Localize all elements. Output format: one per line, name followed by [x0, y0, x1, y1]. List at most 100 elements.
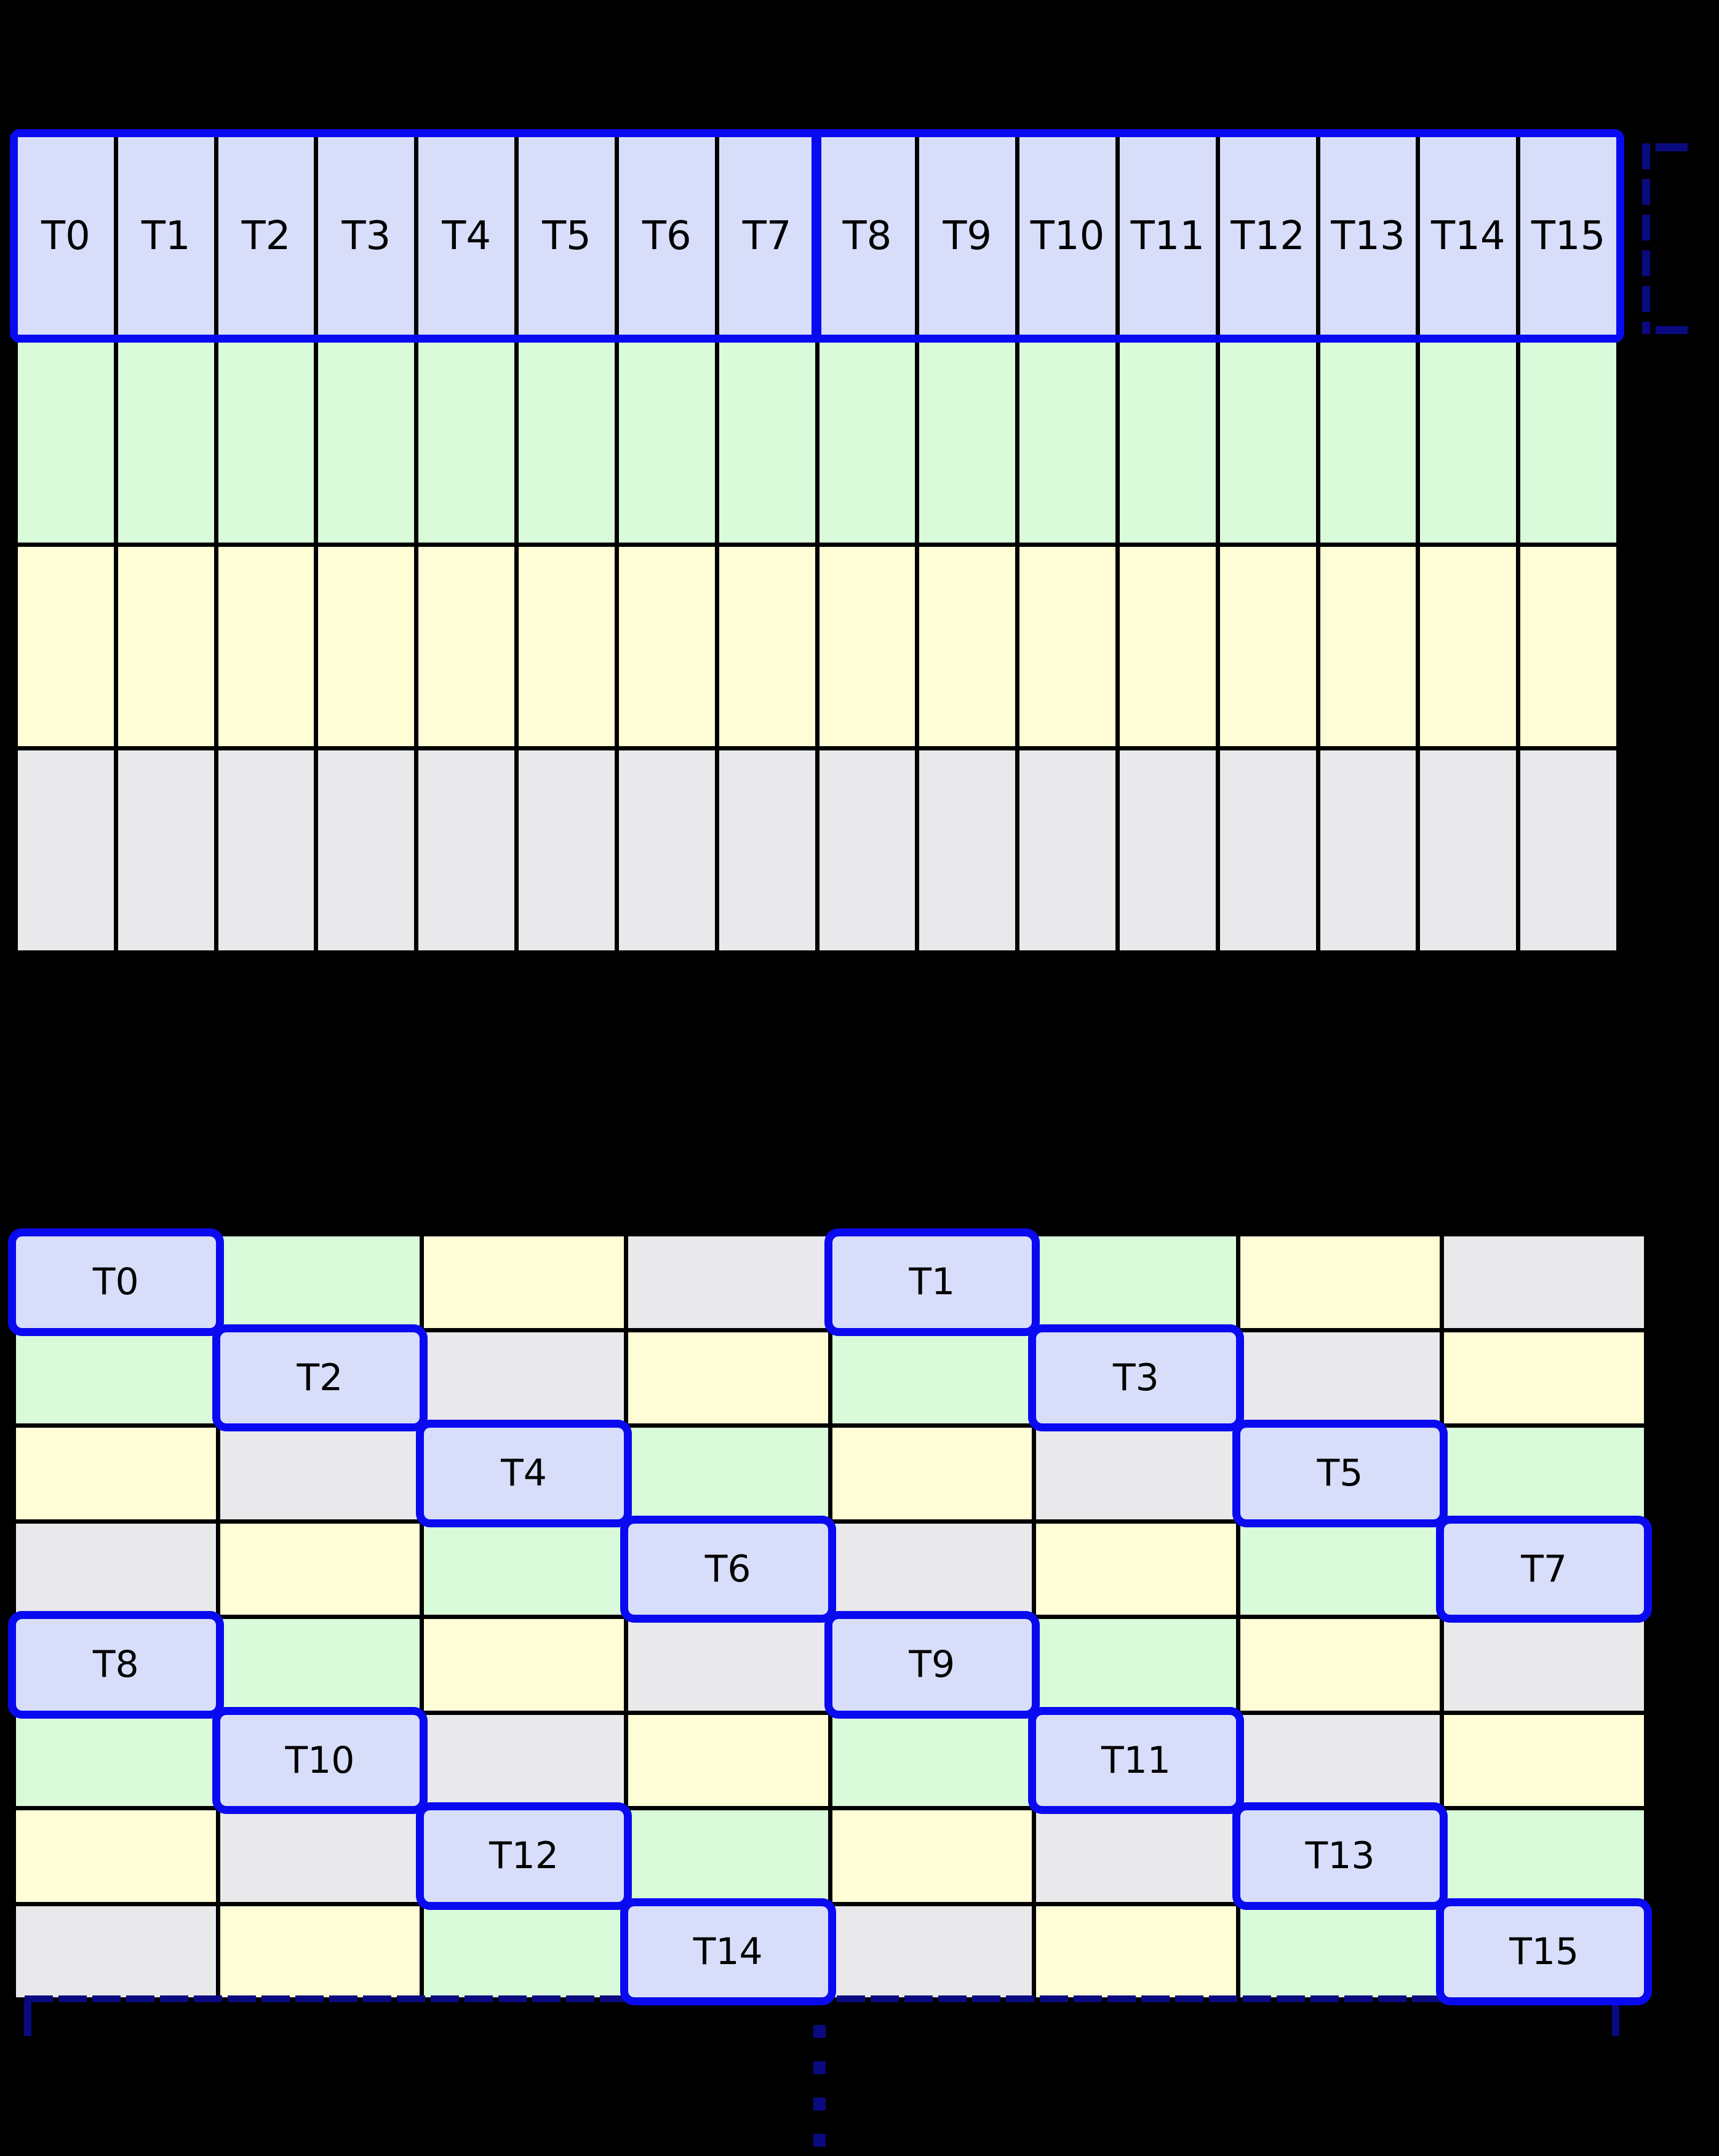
memory-cell: [1036, 1236, 1236, 1328]
memory-cell: [1240, 1523, 1440, 1615]
thread-header-cell: T10: [1019, 137, 1115, 335]
thread-access-cell: T10: [220, 1714, 420, 1806]
memory-cell: [1036, 1523, 1236, 1615]
memory-cell: [418, 750, 515, 950]
memory-cell: [519, 546, 615, 747]
memory-cell: [1240, 1332, 1440, 1423]
thread-access-cell: T11: [1036, 1714, 1236, 1806]
memory-cell: [719, 750, 815, 950]
thread-access-cell: T5: [1240, 1428, 1440, 1519]
memory-cell: [832, 1906, 1032, 1997]
memory-cell: [1036, 1428, 1236, 1519]
memory-cell: [218, 546, 314, 747]
right-bracket-top-tick: [1656, 143, 1688, 151]
memory-cell: [1420, 546, 1517, 747]
memory-cell: [1520, 546, 1616, 747]
memory-cell: [719, 546, 815, 747]
memory-cell: [819, 546, 915, 747]
thread-header-cell: T2: [218, 137, 314, 335]
memory-cell: [618, 750, 715, 950]
memory-cell: [220, 1810, 420, 1902]
memory-cell: [628, 1236, 828, 1328]
memory-cell: [519, 750, 615, 950]
memory-cell: [220, 1906, 420, 1997]
continuation-ellipsis-icon: [813, 2025, 826, 2147]
memory-cell: [832, 1428, 1032, 1519]
thread-header-cell: T14: [1420, 137, 1517, 335]
bottom-bracket-right-tick: [1612, 2000, 1619, 2036]
memory-cell: [16, 1523, 216, 1615]
thread-header-cell: T9: [919, 137, 1016, 335]
half-warp-divider: [812, 129, 821, 343]
memory-cell: [16, 1714, 216, 1806]
memory-cell: [1240, 1906, 1440, 1997]
memory-cell: [1036, 1906, 1236, 1997]
memory-cell: [418, 343, 515, 543]
memory-cell: [1240, 1619, 1440, 1711]
memory-cell: [424, 1619, 624, 1711]
memory-cell: [1219, 343, 1316, 543]
memory-cell: [1420, 750, 1517, 950]
right-bracket-bottom-tick: [1656, 326, 1688, 334]
thread-access-cell: T12: [424, 1810, 624, 1902]
memory-cell: [1036, 1810, 1236, 1902]
memory-cell: [819, 343, 915, 543]
memory-cell: [18, 546, 114, 747]
memory-cell: [424, 1523, 624, 1615]
thread-header-cell: T11: [1119, 137, 1216, 335]
memory-cell: [1240, 1236, 1440, 1328]
memory-cell: [719, 343, 815, 543]
memory-cell: [424, 1236, 624, 1328]
memory-cell: [1019, 750, 1115, 950]
memory-cell: [424, 1332, 624, 1423]
bottom-grid: T0 T1 T2 T3 T4 T5 T6 T7 T8 T9 T10 T11 T12 T13 T14 T15: [16, 1236, 1644, 1997]
memory-cell: [628, 1810, 828, 1902]
thread-access-cell: T8: [16, 1619, 216, 1711]
memory-cell: [1119, 546, 1216, 747]
memory-cell: [220, 1523, 420, 1615]
thread-header-cell: T15: [1520, 137, 1616, 335]
memory-cell: [418, 546, 515, 747]
thread-access-cell: T13: [1240, 1810, 1440, 1902]
memory-cell: [1240, 1714, 1440, 1806]
memory-cell: [919, 343, 1016, 543]
memory-cell: [1520, 343, 1616, 543]
top-grid-data-rows: [18, 343, 1616, 950]
thread-header-cell: T4: [418, 137, 515, 335]
thread-header-cell: T6: [618, 137, 715, 335]
memory-cell: [618, 546, 715, 747]
memory-cell: [16, 1332, 216, 1423]
thread-access-cell: T1: [832, 1236, 1032, 1328]
memory-cell: [318, 546, 415, 747]
memory-cell: [628, 1428, 828, 1519]
memory-cell: [1444, 1714, 1644, 1806]
thread-header-cell: T12: [1219, 137, 1316, 335]
thread-header-cell: T0: [18, 137, 114, 335]
thread-header-cell: T13: [1320, 137, 1416, 335]
thread-access-cell: T14: [628, 1906, 828, 1997]
memory-cell: [220, 1619, 420, 1711]
thread-access-cell: T15: [1444, 1906, 1644, 1997]
thread-access-cell: T0: [16, 1236, 216, 1328]
memory-cell: [220, 1428, 420, 1519]
memory-cell: [318, 750, 415, 950]
thread-access-cell: T4: [424, 1428, 624, 1519]
memory-cell: [1320, 343, 1416, 543]
memory-cell: [118, 750, 214, 950]
thread-access-cell: T2: [220, 1332, 420, 1423]
memory-cell: [1520, 750, 1616, 950]
memory-cell: [1320, 546, 1416, 747]
memory-cell: [919, 750, 1016, 950]
memory-cell: [1420, 343, 1517, 543]
memory-cell: [118, 546, 214, 747]
memory-cell: [16, 1810, 216, 1902]
thread-header-cell: T3: [318, 137, 415, 335]
memory-cell: [218, 343, 314, 543]
memory-cell: [18, 750, 114, 950]
memory-cell: [1019, 546, 1115, 747]
thread-access-cell: T3: [1036, 1332, 1236, 1423]
memory-cell: [220, 1236, 420, 1328]
right-bracket-dashed-line: [1642, 143, 1650, 334]
memory-cell: [1444, 1332, 1644, 1423]
